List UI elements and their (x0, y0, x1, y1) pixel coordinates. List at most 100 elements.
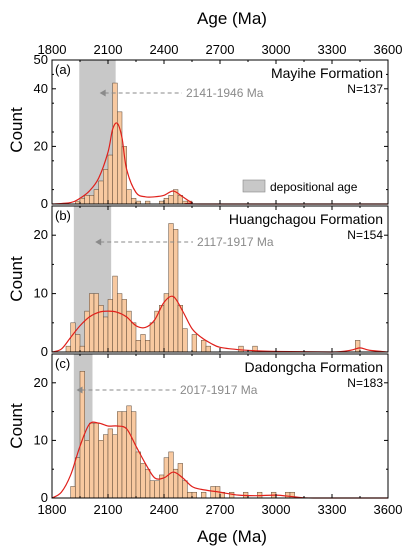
x-tick-label-top: 2100 (94, 42, 123, 57)
annotation-text-0: 2141-1946 Ma (186, 86, 264, 100)
histogram-bar (154, 480, 160, 499)
y-axis-title-a: Count (7, 107, 26, 153)
y-tick-label: 40 (34, 81, 48, 96)
histogram-bar (107, 154, 113, 205)
histogram-bar (140, 463, 146, 499)
y-axis-title-b: Count (7, 256, 26, 302)
formation-name-2: Dadongcha Formation (244, 359, 383, 375)
histogram-bar (121, 411, 127, 499)
histogram-bar (65, 345, 71, 353)
histogram-bar (177, 463, 183, 499)
histogram-bar (89, 195, 95, 205)
histogram-bar (159, 305, 165, 353)
x-tick-label-bottom: 1800 (38, 502, 67, 517)
legend-label: depositional age (270, 180, 358, 194)
histogram-bar (131, 322, 137, 353)
histogram-bar (84, 195, 90, 205)
histogram-bar (177, 305, 183, 353)
histogram-bar (154, 310, 160, 353)
histogram-bar (145, 468, 151, 499)
histogram-bar (201, 491, 207, 499)
histogram-bar (75, 334, 81, 353)
histogram-bar (168, 195, 174, 205)
histogram-bar (126, 189, 132, 205)
y-tick-label: 20 (34, 375, 48, 390)
histogram-bar (168, 223, 174, 353)
histogram-bar (173, 229, 179, 353)
histogram-bar (145, 340, 151, 353)
annotation-arrowhead-1 (95, 238, 102, 246)
histogram-bar (75, 457, 81, 499)
x-tick-label-top: 3300 (318, 42, 347, 57)
histogram-bar (285, 491, 291, 499)
histogram-bar (117, 411, 123, 499)
y-tick-label: 20 (34, 138, 48, 153)
y-tick-label: 10 (34, 286, 48, 301)
annotation-arrowhead-2 (76, 386, 83, 394)
sample-count-2: N=183 (347, 376, 383, 390)
histogram-bar (131, 197, 137, 205)
histogram-bar (163, 197, 169, 205)
histogram-bar (191, 491, 197, 499)
x-tick-label-top: 3000 (262, 42, 291, 57)
histogram-bar (117, 293, 123, 353)
histogram-bar (210, 486, 216, 499)
y-tick-label: 0 (41, 344, 48, 359)
histogram-bar (93, 293, 99, 353)
histogram-bar (187, 491, 193, 499)
formation-name-0: Mayihe Formation (271, 65, 383, 81)
histogram-bar (182, 328, 188, 353)
x-tick-label-top: 2400 (150, 42, 179, 57)
histogram-bar (117, 111, 123, 205)
x-tick-label-bottom: 3600 (374, 502, 403, 517)
x-tick-label-top: 3600 (374, 42, 403, 57)
annotation-text-2: 2017-1917 Ma (180, 383, 258, 397)
histogram-bar (79, 345, 85, 353)
histogram-bar (355, 340, 361, 353)
histogram-bar (107, 299, 113, 353)
histogram-bar (135, 340, 141, 353)
histogram-bar (135, 451, 141, 499)
formation-name-1: Huangchagou Formation (229, 211, 383, 227)
histogram-bar (191, 334, 197, 353)
sample-count-1: N=154 (347, 228, 383, 242)
kde-curve-2 (51, 421, 388, 499)
histogram-bar (121, 299, 127, 353)
histogram-bar (107, 428, 113, 499)
y-tick-label: 20 (34, 227, 48, 242)
panel-letter-0: (a) (55, 62, 71, 77)
histogram-bar (238, 345, 244, 353)
top-axis-title: Age (Ma) (197, 9, 267, 28)
y-tick-label: 10 (34, 432, 48, 447)
histogram-bar (131, 411, 137, 499)
histogram-bar (98, 180, 104, 205)
histogram-bar (89, 293, 95, 353)
histogram-bar (201, 340, 207, 353)
x-tick-label-bottom: 2100 (94, 502, 123, 517)
histogram-bar (79, 197, 85, 205)
kde-curve-0 (51, 122, 388, 205)
y-axis-title-c: Count (7, 403, 26, 449)
x-tick-label-bottom: 3000 (262, 502, 291, 517)
panel-letter-1: (b) (55, 208, 71, 223)
y-tick-label: 0 (41, 196, 48, 211)
histogram-bar (140, 334, 146, 353)
histogram-bar (103, 434, 109, 499)
sample-count-0: N=137 (347, 82, 383, 96)
histogram-bar (205, 345, 211, 353)
annotation-arrowhead-0 (99, 89, 106, 97)
histogram-bar (84, 440, 90, 499)
histogram-bar (93, 422, 99, 499)
histogram-bar (112, 82, 118, 205)
histogram-bar (98, 440, 104, 499)
bottom-axis-title: Age (Ma) (197, 527, 267, 546)
histogram-bar (89, 422, 95, 499)
histogram-bar (182, 480, 188, 499)
legend-swatch (242, 179, 266, 193)
x-tick-label-top: 1800 (38, 42, 67, 57)
histogram-bar (168, 451, 174, 499)
histogram-bar (126, 405, 132, 499)
histogram-bar (112, 434, 118, 499)
histogram-bar (93, 189, 99, 205)
